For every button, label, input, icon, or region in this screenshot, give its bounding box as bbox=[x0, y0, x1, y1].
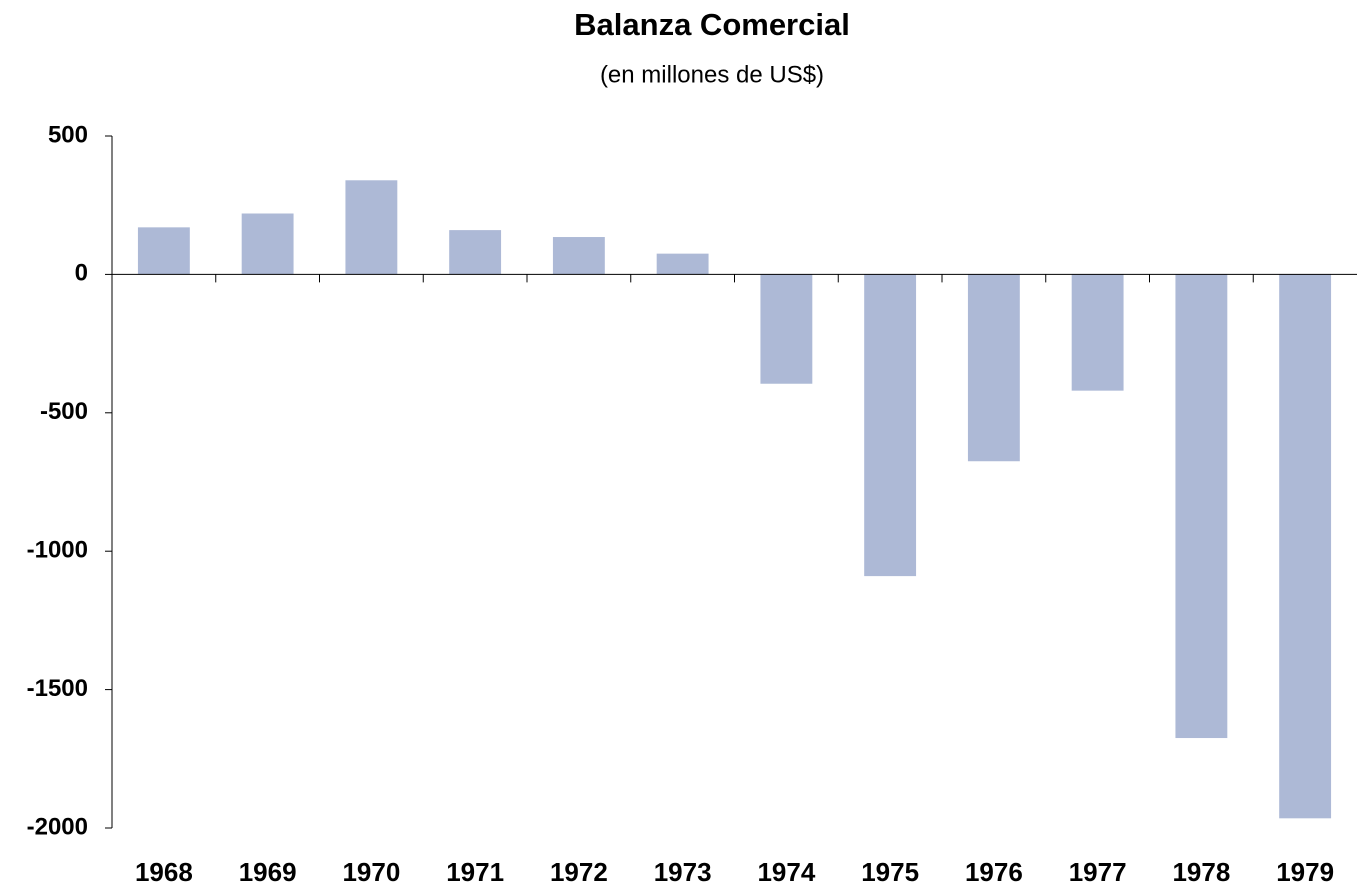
x-tick-label: 1968 bbox=[135, 857, 193, 887]
x-tick-label: 1975 bbox=[861, 857, 919, 887]
x-tick-label: 1974 bbox=[757, 857, 815, 887]
bar bbox=[552, 237, 605, 275]
y-tick-label: -2000 bbox=[27, 813, 88, 840]
x-tick-label: 1976 bbox=[965, 857, 1023, 887]
bar bbox=[137, 227, 190, 275]
y-tick-label: -500 bbox=[40, 398, 88, 425]
x-tick-label: 1969 bbox=[239, 857, 297, 887]
y-tick-label: 500 bbox=[48, 121, 88, 148]
bar bbox=[1279, 274, 1332, 819]
bar bbox=[967, 274, 1020, 462]
bar bbox=[1175, 274, 1228, 739]
bar bbox=[864, 274, 917, 577]
x-tick-label: 1972 bbox=[550, 857, 608, 887]
x-tick-label: 1979 bbox=[1276, 857, 1334, 887]
bar bbox=[241, 213, 294, 275]
x-tick-label: 1977 bbox=[1069, 857, 1127, 887]
x-tick-label: 1973 bbox=[654, 857, 712, 887]
chart-title: Balanza Comercial bbox=[574, 7, 850, 42]
bar bbox=[345, 180, 398, 275]
x-tick-label: 1978 bbox=[1172, 857, 1230, 887]
chart-subtitle: (en millones de US$) bbox=[600, 61, 824, 88]
bar bbox=[1071, 274, 1124, 391]
bar bbox=[760, 274, 813, 384]
bar bbox=[449, 230, 502, 275]
x-tick-label: 1971 bbox=[446, 857, 504, 887]
y-tick-label: -1500 bbox=[27, 675, 88, 702]
y-tick-label: 0 bbox=[75, 260, 88, 287]
y-tick-label: -1000 bbox=[27, 537, 88, 564]
bar bbox=[656, 253, 709, 275]
x-tick-label: 1970 bbox=[342, 857, 400, 887]
